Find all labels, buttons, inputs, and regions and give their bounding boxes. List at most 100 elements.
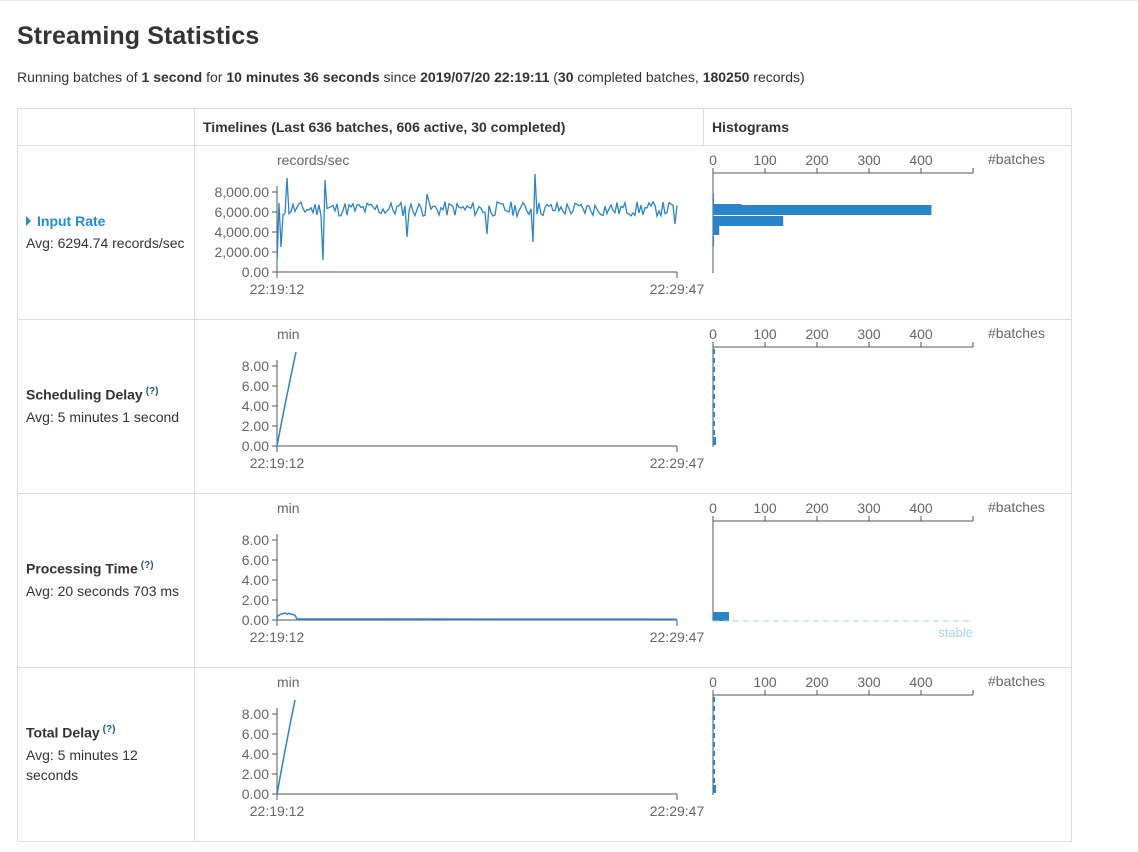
records-count: 180250	[702, 69, 750, 85]
y-tick-label: 2.00	[242, 766, 269, 782]
help-tooltip-icon[interactable]: (?)	[145, 386, 159, 398]
processing-time-series-line	[276, 612, 678, 620]
histogram-x-tick-label: 200	[805, 326, 829, 342]
y-axis-unit-label: min	[277, 326, 300, 342]
histogram-bar	[712, 216, 783, 226]
timelines-header: Timelines (Last 636 batches, 606 active,…	[194, 108, 704, 146]
y-axis-unit-label: min	[277, 674, 300, 690]
histogram-x-tick-label: 0	[709, 500, 717, 516]
histogram-x-tick-label: 300	[857, 326, 881, 342]
histogram-x-tick-label: 400	[909, 500, 933, 516]
summary-text: (	[549, 69, 558, 85]
timeline-cell: records/sec 8,000.00 6,000.00 4,000.00 2,000…	[194, 145, 705, 320]
batch-interval: 1 second	[141, 69, 203, 85]
histogram-bar	[712, 769, 715, 774]
x-tick-label-end: 22:29:47	[650, 629, 704, 645]
histogram-bar	[712, 751, 715, 756]
input-rate-histogram-chart[interactable]: 0 100 200 300 400 #batches	[704, 146, 1072, 316]
histogram-bar	[712, 437, 716, 445]
histogram-bar	[712, 194, 714, 204]
y-tick-label: 0.00	[242, 438, 269, 454]
y-tick-label: 0.00	[242, 786, 269, 802]
stable-label: stable	[938, 625, 973, 640]
metric-title: Scheduling Delay	[26, 386, 143, 403]
histogram-cell: 0 100 200 300 400 #batches stable	[703, 493, 1072, 668]
y-tick-label: 6.00	[242, 552, 269, 568]
metric-avg: Avg: 5 minutes 1 second	[26, 408, 180, 425]
histogram-bar	[712, 421, 715, 426]
histogram-cell: 0 100 200 300 400 #batches	[703, 319, 1072, 494]
x-tick-label-start: 22:19:12	[250, 803, 305, 819]
help-tooltip-icon[interactable]: (?)	[140, 560, 154, 572]
histogram-x-tick-label: 0	[709, 326, 717, 342]
total-delay-series-line	[276, 699, 296, 795]
histogram-bar	[712, 733, 715, 738]
histogram-cell: 0 100 200 300 400 #batches	[703, 145, 1072, 320]
x-tick-label-end: 22:29:47	[650, 455, 704, 471]
histogram-x-tick-label: 400	[909, 674, 933, 690]
page-title: Streaming Statistics	[17, 22, 260, 50]
x-tick-label-start: 22:19:12	[250, 281, 305, 297]
histogram-bar	[712, 778, 715, 783]
scheduling-delay-histogram-chart[interactable]: 0 100 200 300 400 #batches	[704, 320, 1072, 490]
y-axis-unit-label: min	[277, 500, 300, 516]
x-tick-label-start: 22:19:12	[250, 455, 305, 471]
table-row: Total Delay (?) Avg: 5 minutes 12 seconds…	[17, 667, 1072, 842]
x-tick-label-end: 22:29:47	[650, 803, 704, 819]
y-tick-label: 4.00	[242, 746, 269, 762]
input-rate-timeline-chart[interactable]: records/sec 8,000.00 6,000.00 4,000.00 2,000…	[195, 146, 705, 316]
metric-title[interactable]: Input Rate	[37, 212, 106, 229]
y-axis-unit-label: records/sec	[277, 152, 349, 168]
table-row: Scheduling Delay (?) Avg: 5 minutes 1 sec…	[17, 319, 1072, 494]
histogram-batches-label: #batches	[988, 151, 1045, 167]
histogram-bar	[712, 349, 715, 354]
y-tick-label: 6.00	[242, 726, 269, 742]
metric-label-cell: Total Delay (?) Avg: 5 minutes 12 seconds	[17, 667, 195, 842]
summary-text: Running batches of	[17, 69, 142, 85]
histogram-bar	[712, 706, 715, 711]
total-delay-title: Total Delay (?)	[26, 724, 194, 741]
timeline-cell: min 8.00 6.00 4.00 2.00 0.00 22:19:12 22:29:47	[194, 493, 705, 668]
histogram-x-tick-label: 200	[805, 152, 829, 168]
histogram-bar	[712, 236, 714, 246]
histogram-x-tick-label: 100	[753, 674, 777, 690]
histogram-bar	[712, 724, 715, 729]
total-delay-histogram-chart[interactable]: 0 100 200 300 400 #batches	[704, 668, 1072, 838]
running-duration: 10 minutes 36 seconds	[226, 69, 380, 85]
histogram-x-tick-label: 100	[753, 152, 777, 168]
y-tick-label: 8.00	[242, 706, 269, 722]
x-tick-label-start: 22:19:12	[250, 629, 305, 645]
histogram-x-tick-label: 200	[805, 500, 829, 516]
histogram-x-tick-label: 0	[709, 152, 717, 168]
y-tick-label: 4,000.00	[215, 224, 270, 240]
histogram-bar	[712, 385, 715, 390]
stats-table: Timelines (Last 636 batches, 606 active,…	[17, 108, 1072, 842]
histogram-bar	[712, 403, 715, 408]
histogram-cell: 0 100 200 300 400 #batches	[703, 667, 1072, 842]
y-tick-label: 0.00	[242, 264, 269, 280]
histogram-x-tick-label: 400	[909, 152, 933, 168]
histogram-bar	[712, 367, 715, 372]
scheduling-delay-series-line	[276, 351, 297, 447]
histogram-bar	[712, 715, 715, 720]
summary-text: since	[379, 69, 421, 85]
summary-text: for	[202, 69, 227, 85]
help-tooltip-icon[interactable]: (?)	[102, 724, 116, 736]
start-time: 2019/07/20 22:19:11	[420, 69, 550, 85]
histogram-bar	[712, 760, 715, 765]
histogram-x-tick-label: 100	[753, 326, 777, 342]
histogram-bar	[712, 612, 729, 621]
processing-time-histogram-chart[interactable]: 0 100 200 300 400 #batches stable	[704, 494, 1072, 664]
input-rate-toggle[interactable]: Input Rate	[26, 213, 194, 229]
metric-label-cell: Scheduling Delay (?) Avg: 5 minutes 1 sec…	[17, 319, 195, 494]
histogram-bar	[712, 205, 931, 215]
histogram-bar	[712, 697, 715, 702]
y-tick-label: 8,000.00	[215, 184, 270, 200]
metric-label-cell: Input Rate Avg: 6294.74 records/sec	[17, 145, 195, 320]
histogram-x-tick-label: 400	[909, 326, 933, 342]
triangle-right-icon[interactable]	[26, 215, 31, 226]
histogram-x-tick-label: 0	[709, 674, 717, 690]
